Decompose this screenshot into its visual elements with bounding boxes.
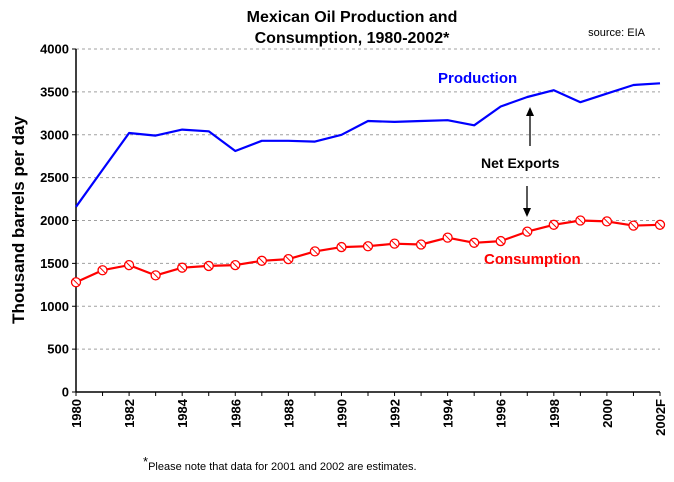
data-point-consumption — [123, 259, 135, 271]
y-tick-label: 3000 — [40, 127, 69, 142]
data-point-consumption — [522, 226, 533, 237]
chart-title-line2: Consumption, 1980-2002* — [255, 30, 451, 47]
data-point-consumption — [309, 246, 321, 257]
footnote-text: Please note that data for 2001 and 2002 … — [148, 461, 416, 473]
gridlines — [76, 48, 660, 350]
data-point-consumption — [177, 262, 188, 273]
data-point-consumption — [150, 270, 161, 281]
y-tick-labels: 0 500 1000 1500 2000 2500 3000 3500 4000 — [40, 42, 69, 400]
y-tick-label: 2000 — [40, 213, 69, 228]
data-point-consumption — [256, 255, 267, 266]
data-point-consumption — [389, 238, 400, 249]
series-label-consumption: Consumption — [484, 251, 581, 268]
y-tick-label: 3500 — [40, 84, 69, 99]
data-point-consumption — [469, 237, 480, 248]
footnote: *Please note that data for 2001 and 2002… — [143, 454, 417, 473]
source-note: source: EIA — [588, 27, 646, 39]
data-point-consumption — [230, 259, 241, 271]
data-point-consumption — [601, 216, 613, 227]
net-exports-arrow-down — [523, 186, 531, 217]
x-tick-labels: 1980 1982 1984 1986 1988 1990 1992 1994 1996 1998… — [69, 398, 668, 436]
data-point-consumption — [548, 219, 559, 230]
data-point-consumption — [336, 241, 347, 253]
data-point-consumption — [70, 277, 82, 288]
net-exports-annotation: Net Exports — [481, 155, 560, 171]
data-point-consumption — [575, 215, 586, 226]
axes — [72, 48, 661, 396]
net-exports-arrow-up — [526, 107, 534, 146]
y-tick-label: 500 — [47, 342, 69, 357]
y-tick-label: 4000 — [40, 42, 69, 57]
x-tick-label: 1994 — [441, 398, 456, 428]
series — [70, 82, 666, 288]
x-tick-label: 1984 — [175, 398, 190, 428]
data-point-consumption — [628, 220, 639, 231]
y-axis-label: Thousand barrels per day — [9, 116, 28, 324]
x-tick-label: 2000 — [600, 399, 615, 428]
x-tick-label: 1996 — [494, 399, 509, 428]
y-tick-label: 0 — [62, 385, 69, 400]
data-point-consumption — [283, 253, 294, 265]
x-tick-label: 1992 — [388, 399, 403, 428]
y-tick-label: 1000 — [40, 299, 69, 314]
data-point-consumption — [97, 265, 108, 276]
x-tick-label: 1982 — [122, 399, 137, 428]
data-point-consumption — [495, 235, 506, 247]
data-point-consumption — [203, 260, 214, 272]
data-point-consumption — [415, 239, 427, 250]
y-tick-label: 2500 — [40, 170, 69, 185]
x-tick-label: 1980 — [69, 399, 84, 428]
chart-title-line1: Mexican Oil Production and — [247, 9, 458, 26]
data-point-consumption — [442, 232, 453, 243]
data-point-consumption — [654, 219, 666, 230]
x-tick-label: 1998 — [547, 399, 562, 428]
x-tick-label: 1990 — [334, 399, 349, 428]
footnote-star: * — [143, 454, 148, 469]
x-tick-label: 1988 — [281, 399, 296, 428]
x-tick-label: 1986 — [228, 399, 243, 428]
data-point-consumption — [362, 241, 374, 252]
x-tick-label: 2002F — [653, 399, 668, 436]
series-label-production: Production — [438, 70, 517, 87]
series-line-production — [75, 82, 661, 208]
y-tick-label: 1500 — [40, 256, 69, 271]
